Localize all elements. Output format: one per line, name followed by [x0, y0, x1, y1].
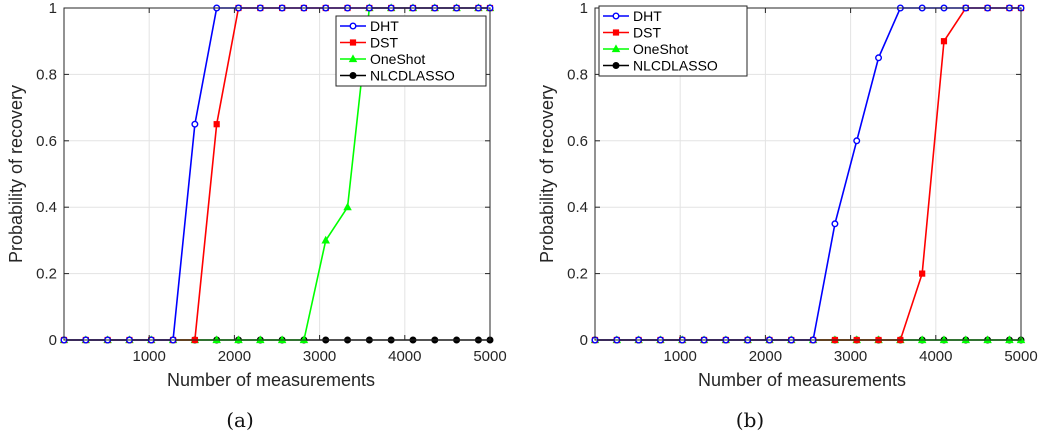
- legend-label-oneshot: OneShot: [633, 41, 688, 57]
- chart-a-svg: 1000 2000 3000 4000 5000 0 0.2 0.4 0.6 0.8 1 Number…: [6, 0, 507, 390]
- plot-frame: [63, 7, 491, 341]
- y-tick-label: 0.4: [567, 199, 588, 216]
- legend-marker-nlcdlasso: [612, 62, 620, 70]
- y-tick-label: 0: [580, 332, 588, 349]
- legend-label-dst: DST: [370, 35, 398, 51]
- x-tick-label: 1000: [664, 348, 697, 365]
- y-tick-label: 0.8: [36, 66, 57, 83]
- legend-marker-dst: [612, 29, 620, 36]
- legend-label-nlcdlasso: NLCDLASSO: [370, 68, 455, 84]
- x-tick-label: 5000: [473, 348, 506, 365]
- y-axis-label: Probability of recovery: [6, 85, 26, 263]
- legend-label-dst: DST: [633, 25, 661, 41]
- y-tick-label: 0.2: [567, 266, 588, 283]
- data-point-oneshot: [321, 235, 330, 244]
- x-tick-label: 4000: [388, 348, 421, 365]
- chart-panel-b: 1000 2000 3000 4000 5000 0 0.2 0.4 0.6 0.8 1 Number…: [520, 0, 1040, 446]
- data-point-dht: [831, 220, 839, 228]
- legend-marker-nlcdlasso: [349, 71, 357, 79]
- data-point-dst: [213, 121, 220, 128]
- chart-b-svg: 1000 2000 3000 4000 5000 0 0.2 0.4 0.6 0.8 1 Number…: [537, 0, 1038, 390]
- data-point-dst: [919, 270, 926, 277]
- data-point-dht: [853, 137, 861, 145]
- x-tick-label: 3000: [834, 348, 867, 365]
- x-tick-label: 2000: [218, 348, 251, 365]
- x-tick-label: 4000: [919, 348, 952, 365]
- x-tick-label: 5000: [1004, 348, 1037, 365]
- y-tick-label: 0.6: [36, 133, 57, 150]
- data-point-dht: [191, 120, 199, 128]
- data-point-dht: [875, 54, 883, 62]
- legend-box: [335, 15, 487, 87]
- legend-label-dht: DHT: [633, 8, 662, 24]
- y-tick-label: 0.6: [567, 133, 588, 150]
- x-tick-label: 2000: [749, 348, 782, 365]
- data-point-dst: [940, 38, 948, 45]
- y-tick-label: 1: [49, 0, 57, 17]
- x-axis-label: Number of measurements: [698, 370, 906, 390]
- y-tick-label: 0: [49, 332, 57, 349]
- legend-label-dht: DHT: [370, 18, 399, 34]
- x-axis-label: Number of measurements: [167, 370, 375, 390]
- x-tick-label: 3000: [303, 348, 336, 365]
- legend-marker-dst: [349, 39, 357, 46]
- chart-panel-a: 1000 2000 3000 4000 5000 0 0.2 0.4 0.6 0.8 1 Number…: [6, 0, 507, 432]
- panel-caption-b: (b): [735, 408, 765, 432]
- data-point-oneshot: [343, 202, 352, 211]
- legend-marker-oneshot: [611, 44, 621, 53]
- legend-label-nlcdlasso: NLCDLASSO: [633, 58, 718, 74]
- legend-label-oneshot: OneShot: [370, 51, 425, 67]
- x-tick-label: 1000: [133, 348, 166, 365]
- plot-frame: [594, 7, 1022, 341]
- y-axis-label: Probability of recovery: [537, 85, 557, 263]
- legend-marker-oneshot: [348, 54, 358, 63]
- panel-caption-a: (a): [226, 408, 254, 432]
- y-tick-label: 0.8: [567, 66, 588, 83]
- legend-marker-dht: [349, 22, 357, 30]
- legend-box: [598, 5, 748, 77]
- y-tick-label: 1: [580, 0, 588, 17]
- legend-marker-dht: [612, 12, 620, 20]
- y-tick-label: 0.4: [36, 199, 57, 216]
- y-tick-label: 0.2: [36, 266, 57, 283]
